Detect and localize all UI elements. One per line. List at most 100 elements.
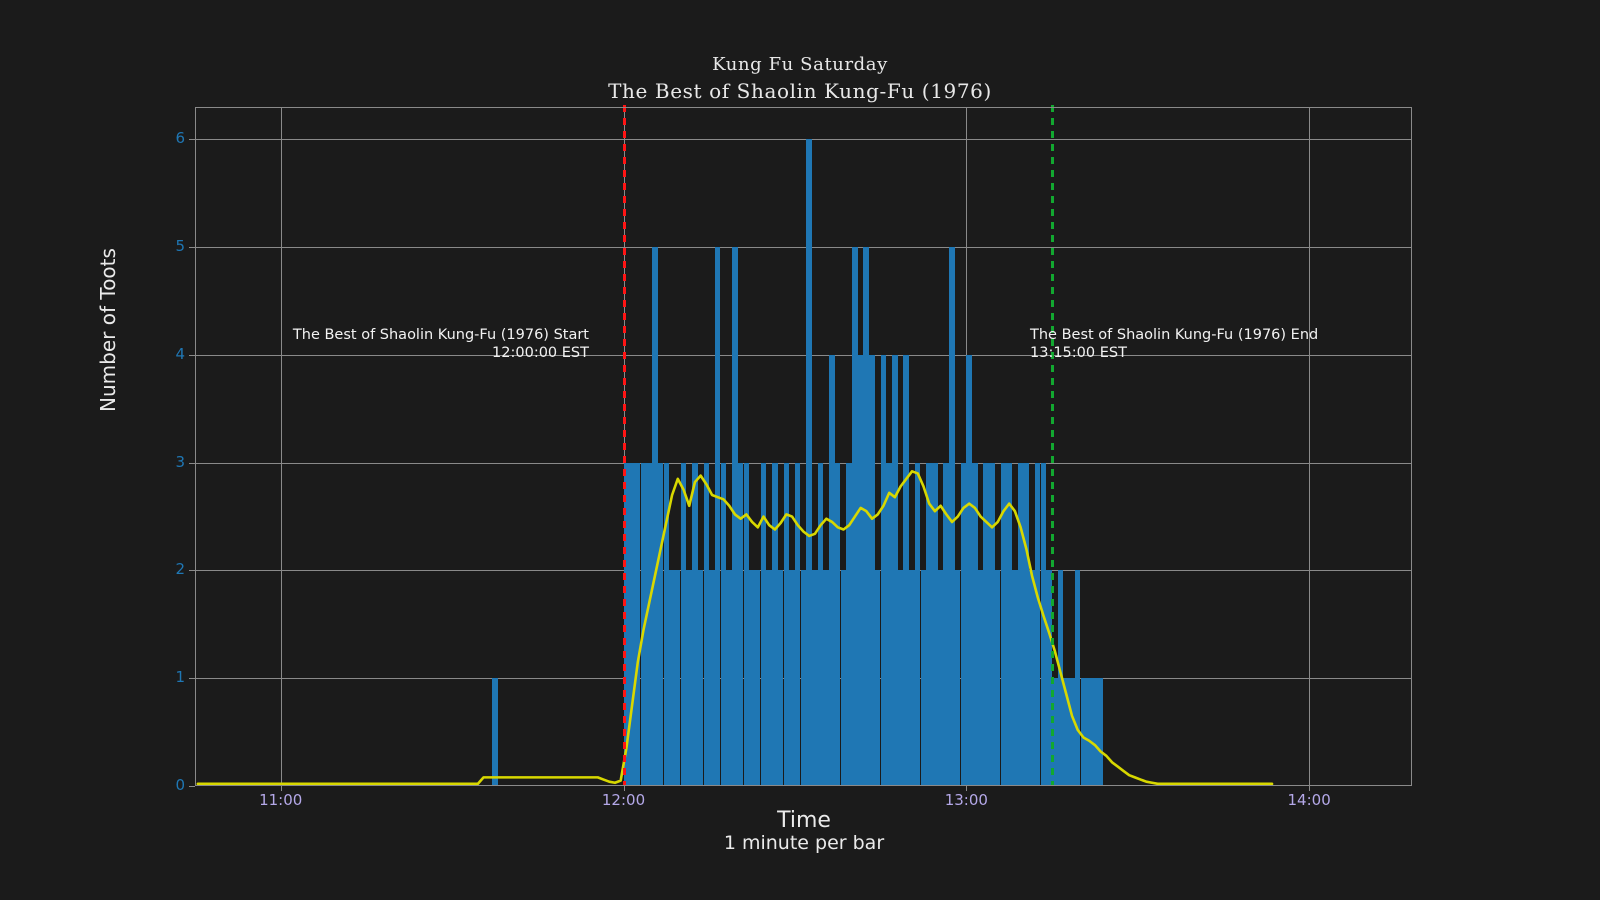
y-tick-mark [189, 570, 195, 572]
bar [692, 462, 698, 786]
y-tick-label: 6 [175, 129, 185, 148]
bar [754, 570, 761, 786]
annotation-start-label: The Best of Shaolin Kung-Fu (1976) Start [292, 327, 589, 343]
bar [703, 462, 710, 786]
bar [714, 247, 721, 786]
bar [972, 462, 978, 786]
bar [669, 570, 675, 786]
bar [966, 354, 972, 786]
bar [857, 354, 864, 786]
bar [629, 462, 635, 786]
bar [1097, 678, 1104, 786]
x-tick-label: 13:00 [944, 791, 988, 809]
bar [1023, 462, 1029, 786]
bar [903, 354, 910, 786]
bar [863, 247, 870, 786]
bar [760, 462, 767, 786]
bar [777, 570, 784, 786]
y-tick-label: 3 [175, 452, 185, 471]
bar [766, 570, 772, 786]
annotation-start: The Best of Shaolin Kung-Fu (1976) Start… [293, 326, 589, 362]
bar [806, 139, 812, 786]
bar [1063, 678, 1069, 786]
bar [994, 570, 1001, 786]
bar [732, 247, 738, 786]
bar [869, 354, 875, 786]
bar [646, 462, 652, 786]
bar [1074, 570, 1081, 786]
bar [772, 462, 778, 786]
chart-title-line1: Kung Fu Saturday [712, 54, 888, 75]
y-tick-mark [189, 247, 195, 249]
y-tick-mark [189, 354, 195, 356]
x-tick-mark [1309, 786, 1311, 791]
x-axis-sublabel: 1 minute per bar [723, 832, 885, 854]
bar [920, 570, 927, 786]
bar [697, 570, 704, 786]
bar [680, 462, 687, 786]
bar [1029, 570, 1035, 786]
bar [492, 678, 498, 786]
annotation-end: The Best of Shaolin Kung-Fu (1976) End 13… [1030, 326, 1318, 362]
bar [743, 462, 750, 786]
bar [1092, 678, 1098, 786]
annotation-end-time: 13:15:00 EST [1030, 345, 1127, 361]
bar [829, 354, 835, 786]
bar [709, 570, 715, 786]
x-tick-label: 14:00 [1287, 791, 1331, 809]
bar [749, 570, 755, 786]
x-tick-mark [966, 786, 968, 791]
gridline-horizontal [195, 354, 1412, 356]
x-axis-label: Time [777, 808, 831, 833]
bar [932, 462, 938, 786]
bar [657, 462, 664, 786]
bar [1012, 570, 1018, 786]
y-tick-label: 2 [175, 560, 185, 579]
bar [977, 570, 984, 786]
bar [983, 462, 989, 786]
y-tick-label: 5 [175, 237, 185, 256]
bar [686, 570, 692, 786]
x-tick-label: 12:00 [601, 791, 646, 809]
bar [1057, 570, 1064, 786]
bar [634, 462, 641, 786]
bar [840, 570, 847, 786]
bar [674, 570, 681, 786]
bar [897, 570, 904, 786]
bar [823, 570, 830, 786]
bar [892, 354, 898, 786]
bar [874, 570, 881, 786]
gridline-vertical [1309, 107, 1311, 786]
bar [954, 570, 961, 786]
x-tick-label: 11:00 [259, 791, 303, 809]
gridline-horizontal [195, 247, 1412, 249]
bar [1017, 462, 1024, 786]
bar [789, 570, 795, 786]
bar [1034, 462, 1041, 786]
bar [1006, 462, 1012, 786]
y-tick-label: 0 [175, 776, 185, 794]
end-marker-line [1051, 105, 1055, 786]
bar [663, 462, 670, 786]
y-axis-label: Number of Toots [96, 248, 120, 412]
gridline-horizontal [195, 462, 1412, 464]
bar [926, 462, 932, 786]
gridline-vertical [280, 107, 282, 786]
bar [1040, 462, 1047, 786]
bar [846, 462, 852, 786]
bar [812, 570, 818, 786]
bar [817, 462, 824, 786]
bar [726, 570, 732, 786]
bar [834, 462, 841, 786]
plot-area [195, 105, 1412, 786]
bar [1086, 678, 1092, 786]
chart-title: Kung Fu Saturday The Best of Shaolin Kun… [0, 52, 1600, 104]
bar [652, 247, 658, 786]
y-tick-mark [189, 139, 195, 141]
bar [794, 462, 801, 786]
y-tick-mark [189, 462, 195, 464]
x-tick-mark [280, 786, 282, 791]
bar [909, 570, 915, 786]
bar [943, 462, 949, 786]
